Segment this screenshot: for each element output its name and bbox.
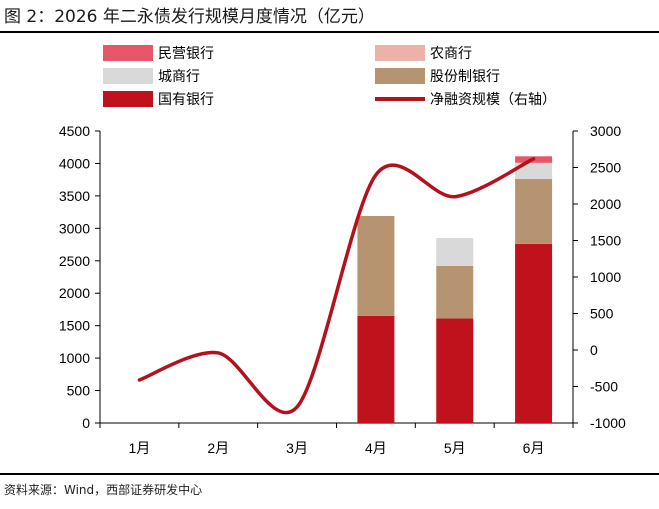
left-tick-label: 0 bbox=[82, 415, 90, 431]
right-tick-label: 2500 bbox=[590, 160, 621, 176]
left-tick-label: 3000 bbox=[59, 220, 90, 236]
left-tick-label: 1000 bbox=[59, 350, 90, 366]
net-financing-line bbox=[137, 156, 536, 415]
legend-label: 净融资规模（右轴） bbox=[430, 92, 556, 108]
left-tick-label: 2500 bbox=[59, 253, 90, 269]
bar-segment bbox=[436, 238, 474, 266]
bar-segment bbox=[515, 243, 553, 423]
title-rule bbox=[0, 31, 659, 33]
left-tick-label: 3500 bbox=[59, 188, 90, 204]
bar-segment bbox=[515, 179, 553, 244]
source-note: 资料来源：Wind，西部证券研发中心 bbox=[4, 483, 203, 497]
bar-segment bbox=[515, 162, 553, 180]
legend-swatch bbox=[103, 45, 153, 61]
left-tick-label: 500 bbox=[67, 383, 91, 399]
right-tick-label: 2000 bbox=[590, 196, 621, 212]
bar-segment bbox=[436, 265, 474, 319]
x-tick-label: 4月 bbox=[365, 440, 387, 456]
bar-segment bbox=[436, 318, 474, 423]
axes: 0 500 1000 1500 2000 2500 3000 3500 4000 4500 -100… bbox=[59, 123, 626, 456]
legend-label: 股份制银行 bbox=[430, 69, 500, 85]
legend-swatch bbox=[103, 91, 153, 107]
x-tick-label: 3月 bbox=[286, 440, 308, 456]
bars bbox=[357, 156, 553, 423]
right-tick-label: 1000 bbox=[590, 269, 621, 285]
x-tick-label: 6月 bbox=[523, 440, 545, 456]
x-tick-label: 2月 bbox=[207, 440, 229, 456]
figure-title: 图 2：2026 年二永债发行规模月度情况（亿元） bbox=[4, 7, 375, 27]
legend-label: 城商行 bbox=[158, 69, 200, 85]
legend-swatch bbox=[103, 68, 153, 84]
legend-label: 国有银行 bbox=[158, 92, 214, 108]
legend-label: 农商行 bbox=[430, 46, 472, 62]
right-tick-label: 500 bbox=[590, 306, 614, 322]
legend-swatch-line bbox=[375, 97, 425, 101]
x-tick-label: 5月 bbox=[444, 440, 466, 456]
x-tick-label: 1月 bbox=[129, 440, 151, 456]
right-tick-label: -1000 bbox=[590, 415, 626, 431]
right-tick-label: -500 bbox=[590, 379, 618, 395]
right-tick-label: 3000 bbox=[590, 123, 621, 139]
source-rule bbox=[0, 473, 659, 475]
bar-segment bbox=[357, 315, 395, 423]
left-tick-label: 2000 bbox=[59, 285, 90, 301]
line-path bbox=[137, 156, 536, 415]
right-tick-label: 0 bbox=[590, 342, 598, 358]
left-tick-label: 4500 bbox=[59, 123, 90, 139]
left-tick-label: 1500 bbox=[59, 318, 90, 334]
bar-segment bbox=[357, 216, 395, 316]
legend-label: 民营银行 bbox=[158, 46, 214, 62]
left-tick-label: 4000 bbox=[59, 155, 90, 171]
right-tick-label: 1500 bbox=[590, 233, 621, 249]
legend-swatch bbox=[375, 68, 425, 84]
legend-swatch bbox=[375, 45, 425, 61]
